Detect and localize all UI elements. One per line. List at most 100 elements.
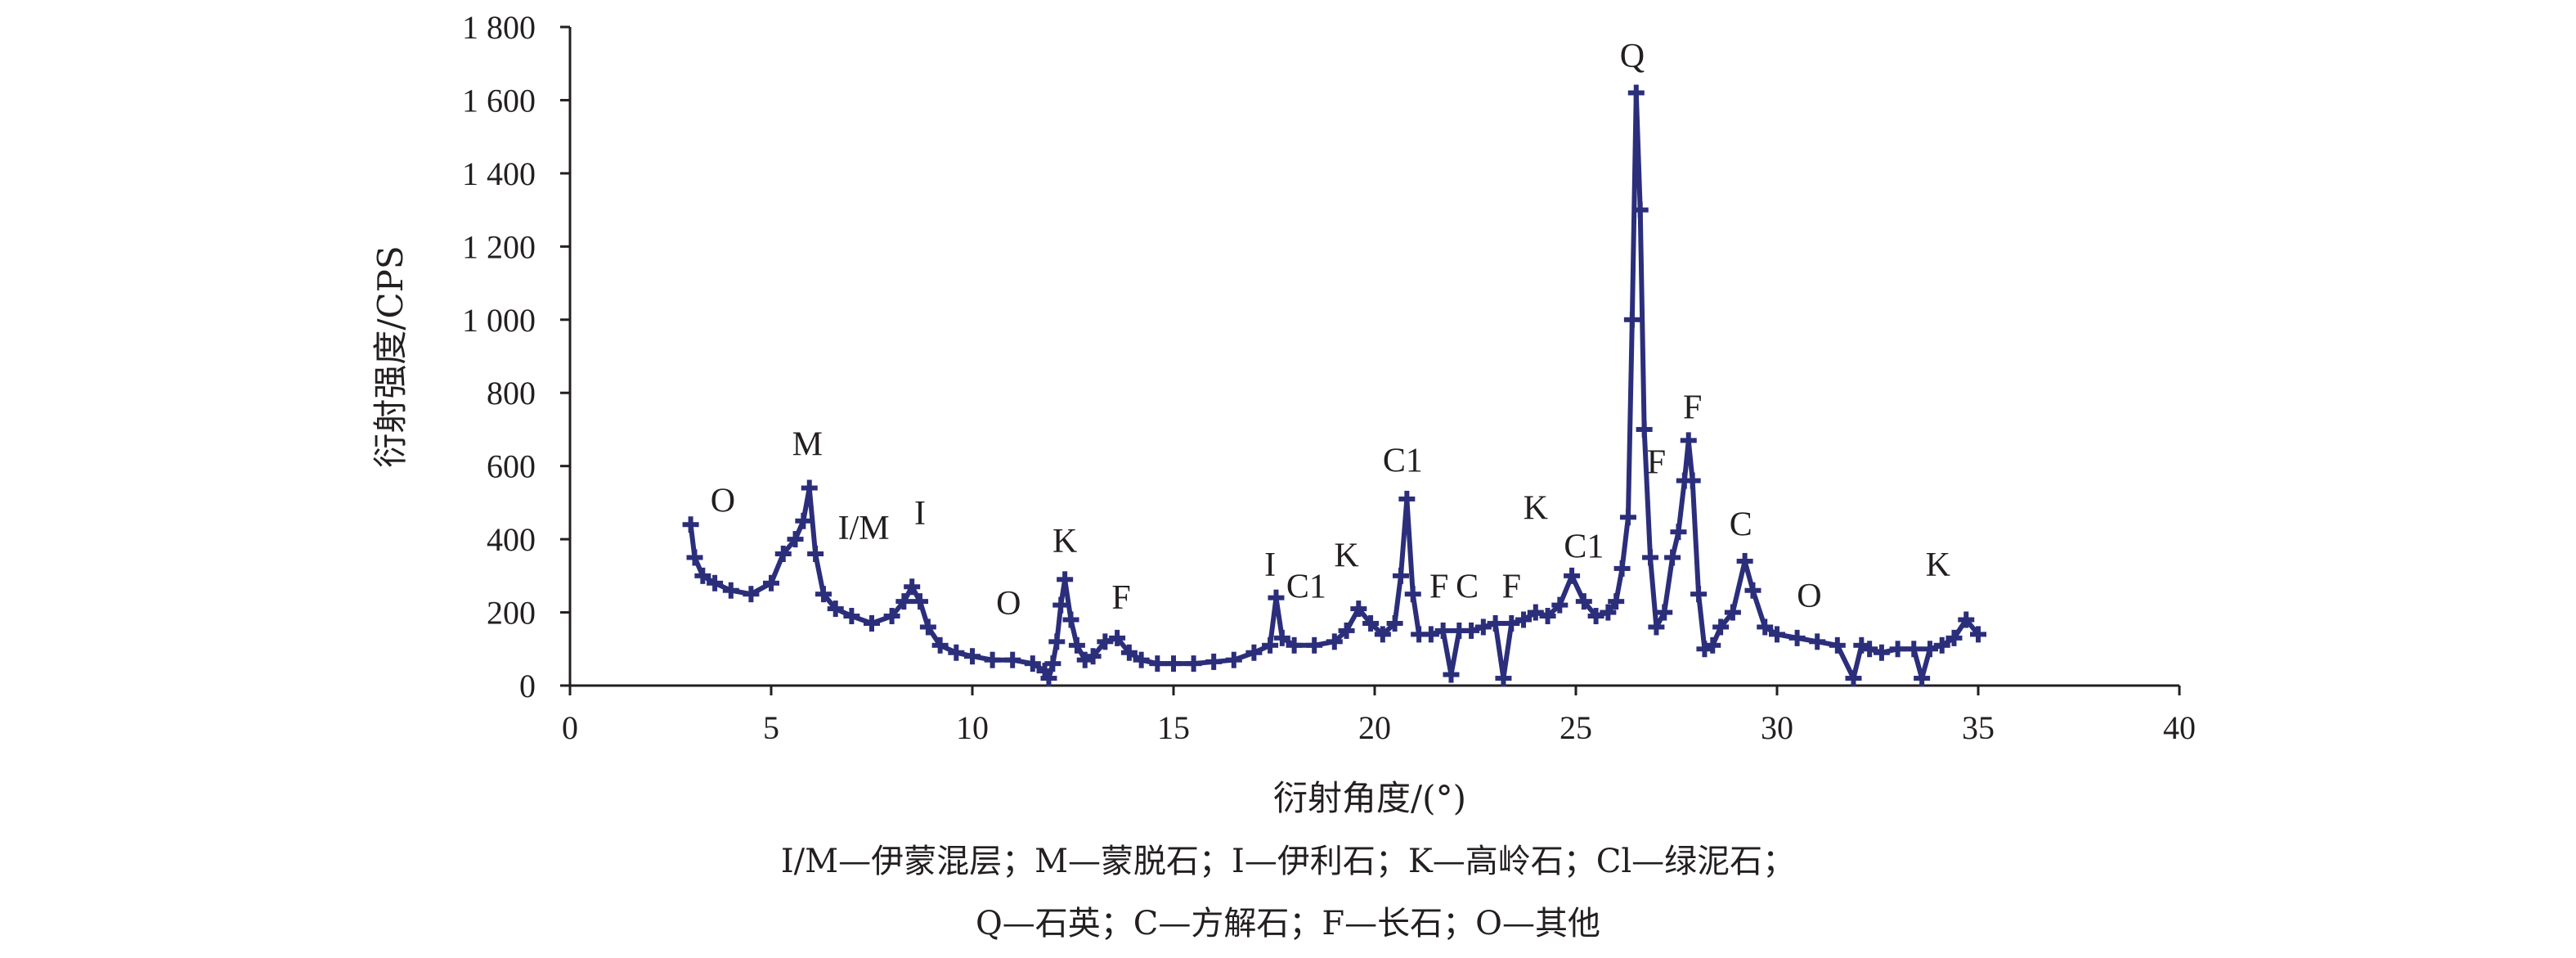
data-point xyxy=(743,586,760,603)
data-point xyxy=(895,593,913,610)
data-point xyxy=(1434,622,1452,639)
peak-label: C1 xyxy=(1564,528,1604,565)
data-point xyxy=(1914,670,1931,687)
data-point xyxy=(1704,636,1721,654)
data-point xyxy=(1970,626,1986,643)
y-tick-label: 200 xyxy=(487,595,536,632)
data-point xyxy=(1392,567,1409,584)
data-point xyxy=(1945,629,1963,646)
data-point xyxy=(1097,633,1114,650)
data-point xyxy=(1627,84,1645,101)
data-point xyxy=(1052,596,1070,614)
data-point xyxy=(1600,604,1617,621)
data-point xyxy=(1613,560,1631,577)
data-point xyxy=(1853,636,1870,654)
data-point xyxy=(1044,655,1061,672)
x-tick-label: 40 xyxy=(2163,709,2196,746)
data-point xyxy=(722,582,739,599)
peak-label: I xyxy=(914,495,926,533)
data-point xyxy=(815,586,832,603)
peak-label: M xyxy=(792,425,823,463)
data-point xyxy=(912,593,929,610)
y-tick-label: 1 600 xyxy=(462,82,536,119)
peak-label: O xyxy=(711,483,735,520)
peak-label: O xyxy=(1797,578,1821,615)
data-point xyxy=(1495,670,1512,687)
data-point xyxy=(1109,629,1126,646)
data-point xyxy=(1386,614,1403,632)
data-point xyxy=(795,512,812,529)
data-point xyxy=(1084,648,1102,665)
data-point xyxy=(919,618,936,636)
data-point xyxy=(1205,653,1223,670)
peak-label: F xyxy=(1647,444,1666,482)
data-point xyxy=(1225,651,1242,668)
data-point xyxy=(1861,641,1878,658)
data-point xyxy=(1451,622,1468,639)
peak-label: O xyxy=(996,585,1021,623)
data-point xyxy=(1411,626,1428,643)
legend-line-1: I/M—伊蒙混层；M—蒙脱石；I—伊利石；K—高岭石；Cl—绿泥石； xyxy=(780,843,1796,880)
data-point xyxy=(1680,432,1697,449)
data-point xyxy=(843,608,860,625)
data-point xyxy=(1648,618,1665,636)
x-axis-title: 衍射角度/(°) xyxy=(1273,778,1466,818)
data-point xyxy=(682,516,699,533)
data-point xyxy=(1788,629,1806,646)
data-point xyxy=(1587,608,1604,625)
data-point xyxy=(774,546,792,562)
data-point xyxy=(1120,644,1138,661)
y-tick-label: 1 200 xyxy=(462,228,536,265)
data-point xyxy=(964,648,981,665)
peak-label: I/M xyxy=(838,510,890,547)
data-point xyxy=(1631,201,1649,218)
data-point xyxy=(1873,644,1890,661)
data-point xyxy=(1185,655,1202,672)
series-layer xyxy=(682,84,1986,687)
data-point xyxy=(1068,636,1085,654)
data-point xyxy=(1809,633,1826,650)
series-line xyxy=(688,90,1981,681)
data-point xyxy=(1062,611,1079,628)
data-point xyxy=(1350,600,1367,618)
data-point xyxy=(1690,586,1708,603)
data-point xyxy=(1040,670,1057,687)
data-point xyxy=(931,636,949,654)
data-point xyxy=(904,578,921,596)
peak-label: K xyxy=(1334,537,1358,575)
x-tick-label: 5 xyxy=(763,709,779,746)
data-point xyxy=(1165,655,1182,672)
legend-line-2: Q—石英；C—方解石；F—长石；O—其他 xyxy=(976,905,1600,942)
peak-label: F xyxy=(1502,569,1521,606)
data-point xyxy=(1744,582,1761,599)
x-tick-label: 10 xyxy=(956,709,989,746)
peak-label: F xyxy=(1429,569,1448,606)
data-point xyxy=(1551,596,1568,614)
data-point xyxy=(1048,633,1066,650)
data-point xyxy=(686,549,703,566)
data-point xyxy=(1326,633,1343,650)
y-tick-label: 800 xyxy=(487,375,536,412)
data-point xyxy=(864,614,880,632)
data-point xyxy=(1515,611,1533,628)
y-tick-label: 1 000 xyxy=(462,302,536,339)
peak-label: K xyxy=(1524,490,1548,528)
x-tick-label: 15 xyxy=(1157,709,1190,746)
data-point xyxy=(1769,626,1785,643)
data-point xyxy=(1642,549,1659,566)
data-point xyxy=(1623,311,1640,328)
data-point xyxy=(1724,604,1741,621)
peak-label: C xyxy=(1730,506,1752,544)
peak-label: K xyxy=(1052,523,1077,560)
data-point xyxy=(763,574,779,591)
data-point xyxy=(694,567,711,584)
data-point xyxy=(1933,636,1950,654)
peak-label: C1 xyxy=(1286,569,1326,606)
data-point xyxy=(807,546,824,562)
y-tick-label: 0 xyxy=(519,668,536,704)
y-tick-label: 1 400 xyxy=(462,155,536,192)
data-point xyxy=(1619,509,1636,526)
data-point xyxy=(1905,641,1923,658)
data-point xyxy=(1024,655,1041,672)
data-point xyxy=(984,651,1001,668)
